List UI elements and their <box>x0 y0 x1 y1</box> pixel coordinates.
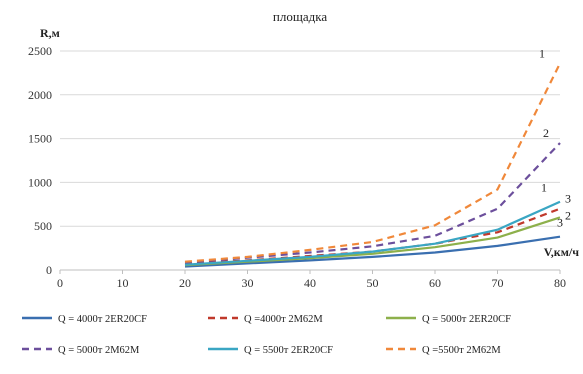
legend-item-5: Q = 5500т 2ER20CF <box>208 345 333 356</box>
series-line-6 <box>184 62 561 263</box>
grid-layer <box>60 50 560 227</box>
series-layer <box>184 62 561 268</box>
annotation-3: 1 <box>541 181 547 195</box>
legend-label-4: Q = 5000т 2М62М <box>58 345 140 356</box>
x-tick-label-70: 70 <box>492 276 504 290</box>
annotation-4: 3 <box>565 192 571 206</box>
legend-item-6: Q =5500т 2М62М <box>386 345 501 356</box>
legend-item-2: Q =4000т 2М62М <box>208 314 323 325</box>
chart-title: площадка <box>273 9 327 24</box>
series-line-3 <box>184 216 561 267</box>
x-tick-label-0: 0 <box>57 276 63 290</box>
annotation-6: 3 <box>557 216 563 230</box>
legend-label-6: Q =5500т 2М62М <box>422 345 501 356</box>
x-tick-label-20: 20 <box>179 276 191 290</box>
x-tick-label-50: 50 <box>367 276 379 290</box>
legend-label-3: Q = 5000т 2ER20CF <box>422 314 511 325</box>
y-tick-label-2000: 2000 <box>28 88 52 102</box>
y-tick-label-2500: 2500 <box>28 44 52 58</box>
x-tick-label-10: 10 <box>117 276 129 290</box>
legend-label-2: Q =4000т 2М62М <box>244 314 323 325</box>
x-tick-label-30: 30 <box>242 276 254 290</box>
y-tick-label-1000: 1000 <box>28 175 52 189</box>
annotation-5: 2 <box>565 208 571 222</box>
y-tick-label-500: 500 <box>34 219 52 233</box>
legend-item-4: Q = 5000т 2М62М <box>22 345 140 356</box>
series-line-5 <box>184 200 561 266</box>
x-axis-title: V,км/ч <box>544 245 580 259</box>
x-tick-label-40: 40 <box>304 276 316 290</box>
legend-item-1: Q = 4000т 2ER20CF <box>22 314 147 325</box>
annotation-1: 1 <box>539 46 545 60</box>
series-line-1 <box>184 235 561 268</box>
legend-item-3: Q = 5000т 2ER20CF <box>386 314 511 325</box>
legend-label-5: Q = 5500т 2ER20CF <box>244 345 333 356</box>
axis-layer: 0 500 1000 1500 2000 2500 0 10 20 30 40 50 60 70 80 <box>28 44 566 290</box>
y-axis-title: R,м <box>40 26 60 40</box>
legend: Q = 4000т 2ER20CF Q =4000т 2М62М Q = 5000т… <box>22 314 511 356</box>
annotation-2: 2 <box>543 126 549 140</box>
x-tick-label-80: 80 <box>554 276 566 290</box>
x-tick-label-60: 60 <box>429 276 441 290</box>
y-tick-label-0: 0 <box>46 263 52 277</box>
y-tick-label-1500: 1500 <box>28 132 52 146</box>
legend-label-1: Q = 4000т 2ER20CF <box>58 314 147 325</box>
